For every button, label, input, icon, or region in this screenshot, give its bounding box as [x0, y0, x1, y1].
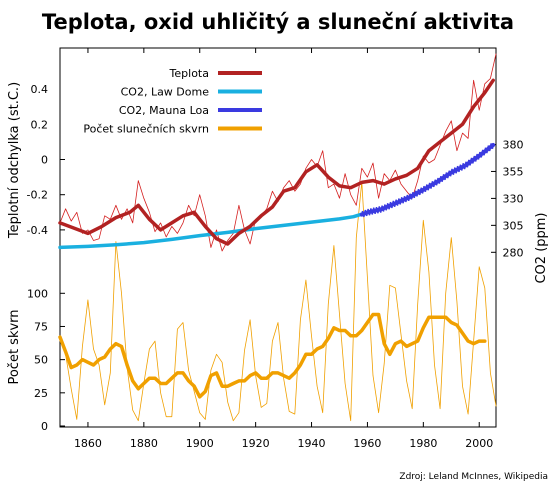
co2-tick-label: 355 [503, 165, 524, 178]
legend-label: Počet slunečních skvrn [83, 123, 209, 136]
plot-area [58, 53, 497, 422]
x-tick-label: 1880 [130, 437, 158, 450]
sunspot-tick-label: 100 [27, 287, 48, 300]
temperature-tick-label: -0.2 [27, 189, 48, 202]
co2-tick-label: 330 [503, 192, 524, 205]
sunspot-tick-label: 50 [34, 354, 48, 367]
x-tick-label: 1980 [409, 437, 437, 450]
sunspot-tick-label: 25 [34, 387, 48, 400]
plot-frame [59, 47, 497, 428]
series-line-co2-law-dome [58, 210, 370, 250]
legend-label: CO2, Law Dome [121, 86, 210, 99]
chart-title: Teplota, oxid uhličitý a sluneční aktivi… [42, 10, 514, 34]
co2-axis: 380 355 330 305 280 [491, 139, 524, 259]
co2-tick-label: 305 [503, 219, 524, 232]
series-line-mauna-loa-seasonal [361, 143, 494, 218]
series-line-po-et-slune-n-ch-skvrn-annual [59, 181, 497, 422]
temperature-axis-label: Teplotní odchylka (st.C.) [7, 82, 22, 239]
legend-label: Teplota [169, 67, 209, 80]
x-tick-label: 1940 [298, 437, 326, 450]
legend: Teplota CO2, Law Dome CO2, Mauna Loa Počet … [60, 60, 277, 140]
series-line-po-et-slune-n-ch-skvrn [58, 312, 487, 399]
co2-tick-label: 380 [503, 139, 524, 152]
source-note: Zdroj: Leland McInnes, Wikipedia [399, 472, 548, 482]
temperature-tick-label: -0.4 [27, 224, 48, 237]
sunspot-axis-label: Počet skvrn [7, 309, 22, 384]
sunspot-tick-label: 0 [41, 420, 48, 433]
sunspot-axis: 100 75 50 25 0 [27, 287, 65, 433]
temperature-tick-label: 0.4 [31, 83, 49, 96]
series-line-teplota [58, 78, 495, 246]
temperature-tick-label: 0.2 [31, 118, 49, 131]
x-tick-label: 1920 [242, 437, 270, 450]
temperature-tick-label: 0 [41, 154, 48, 167]
x-tick-label: 1900 [186, 437, 214, 450]
x-tick-label: 1960 [353, 437, 381, 450]
legend-label: CO2, Mauna Loa [119, 104, 209, 117]
x-tick-label: 2000 [465, 437, 493, 450]
sunspot-tick-label: 75 [34, 320, 48, 333]
co2-tick-label: 280 [503, 246, 524, 259]
x-axis: 1860 1880 1900 1920 1940 1960 1980 2000 [74, 48, 493, 450]
co2-axis-label: CO2 (ppm) [534, 212, 549, 283]
x-tick-label: 1860 [74, 437, 102, 450]
temperature-axis: 0.4 0.2 0 -0.2 -0.4 [27, 83, 65, 237]
